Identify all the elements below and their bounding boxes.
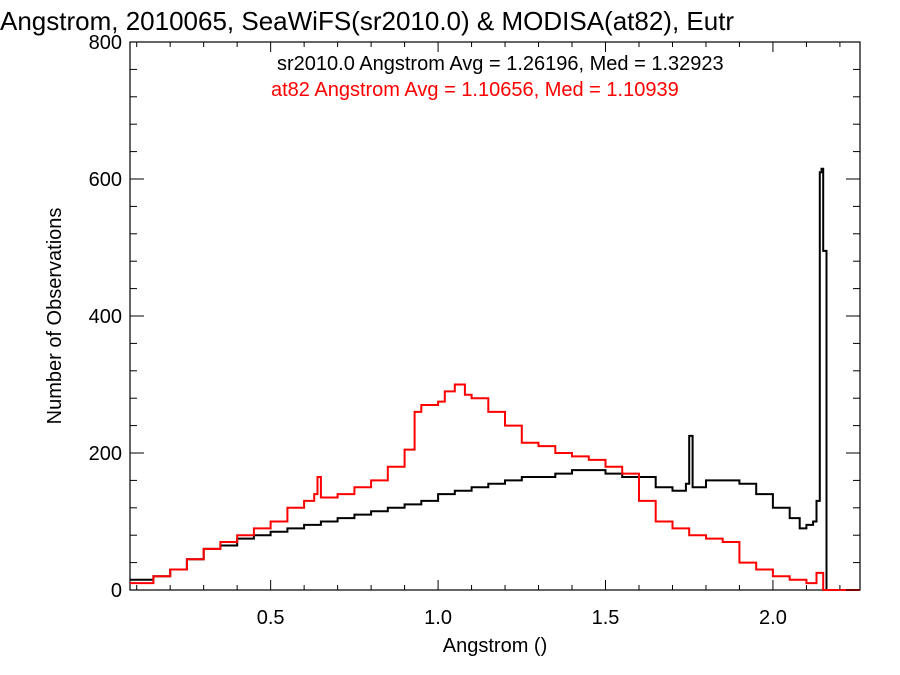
y-tick-label: 200 <box>89 443 122 465</box>
x-tick-label: 1.0 <box>424 607 452 629</box>
x-tick-label: 1.5 <box>592 607 620 629</box>
series-line-0 <box>130 167 860 591</box>
y-tick-label: 400 <box>89 306 122 328</box>
x-axis-label: Angstrom () <box>443 635 547 657</box>
y-axis-label: Number of Observations <box>44 208 66 425</box>
y-tick-label: 600 <box>89 169 122 191</box>
plot-series <box>130 167 860 591</box>
series-line-1 <box>130 383 860 591</box>
y-axis-ticks: 0 200 400 600 800 <box>89 32 860 602</box>
legend-line-sr2010: sr2010.0 Angstrom Avg = 1.26196, Med = 1… <box>277 53 724 75</box>
legend-line-at82: at82 Angstrom Avg = 1.10656, Med = 1.109… <box>271 79 679 101</box>
x-tick-label: 2.0 <box>759 607 787 629</box>
x-tick-label: 0.5 <box>257 607 285 629</box>
plot-frame <box>129 41 861 591</box>
y-tick-label: 0 <box>111 580 122 602</box>
x-axis-ticks: 0.5 1.0 1.5 2.0 <box>136 42 841 629</box>
y-tick-label: 800 <box>89 32 122 54</box>
chart-title: Angstrom, 2010065, SeaWiFS(sr2010.0) & M… <box>0 6 734 36</box>
